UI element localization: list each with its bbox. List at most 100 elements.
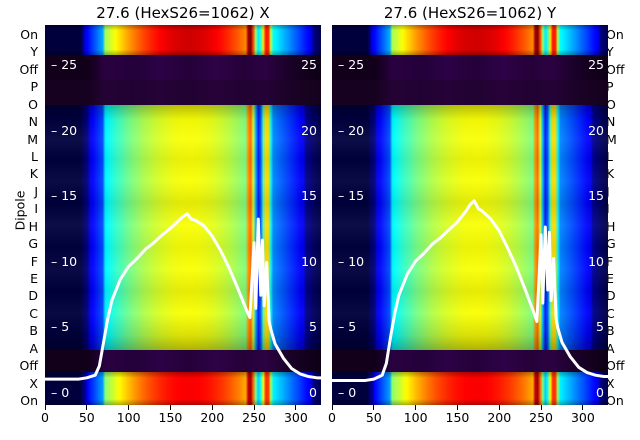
- x-tick-label: 50: [78, 410, 95, 425]
- dipole-label-right-4: O: [606, 96, 616, 112]
- dipole-label-left-17: B: [29, 323, 38, 339]
- heatmap-row-shading: [332, 25, 608, 55]
- x-tick-label: 200: [487, 410, 512, 425]
- dipole-label-left-10: I: [34, 201, 38, 217]
- inner-tick-left: – 25: [51, 57, 78, 73]
- x-tick-label: 300: [283, 410, 308, 425]
- dipole-label-right-18: A: [606, 340, 615, 356]
- x-tick-right-3: 150: [437, 405, 477, 425]
- inner-tick-left: – 20: [51, 122, 78, 138]
- dipole-label-left-3: P: [30, 79, 38, 95]
- x-tick-label: 50: [365, 410, 382, 425]
- inner-tick-right: 10: [301, 253, 317, 269]
- inner-tick-left: – 15: [51, 188, 78, 204]
- dipole-label-right-20: X: [606, 375, 615, 391]
- x-tick-mark: [86, 405, 88, 410]
- inner-tick-left: – 15: [338, 188, 365, 204]
- heatmap-color-ramp: [332, 105, 608, 350]
- x-tick-mark: [295, 405, 297, 410]
- inner-tick-left: – 0: [51, 385, 70, 400]
- dipole-label-right-7: L: [606, 149, 613, 164]
- dipole-label-left-6: M: [27, 131, 38, 147]
- heatmap-panel-left[interactable]: – 25 25 – 20 20 – 15 15 – 10 10 – 5 5 – 0 0: [45, 25, 321, 405]
- dipole-label-right-21: On: [606, 393, 624, 408]
- dipole-label-right-17: B: [606, 323, 615, 339]
- dipole-label-right-2: Off: [606, 61, 625, 77]
- dipole-label-left-7: L: [31, 149, 38, 164]
- inner-tick-left: – 10: [51, 253, 78, 269]
- x-tick-label: 100: [116, 410, 141, 425]
- dipole-label-right-15: D: [606, 288, 616, 304]
- gap-band-shading: [45, 350, 321, 372]
- gap-band-shading: [45, 80, 321, 105]
- inner-tick-left: – 20: [338, 122, 365, 138]
- dipole-label-right-0: On: [606, 27, 624, 42]
- overlay-curve: [332, 199, 608, 382]
- dipole-label-left-13: F: [30, 253, 38, 269]
- inner-tick-right: 15: [588, 188, 604, 204]
- x-axis-right: 0 50 100 150 200 250 300: [328, 405, 608, 440]
- x-tick-left-6: 300: [276, 405, 316, 425]
- x-tick-mark: [44, 405, 46, 410]
- dipole-label-left-12: G: [28, 236, 38, 252]
- x-axis-left: 0 50 100 150 200 250 300: [41, 405, 321, 440]
- x-tick-mark: [128, 405, 130, 410]
- x-tick-mark: [498, 405, 500, 410]
- dipole-label-right-6: M: [606, 131, 617, 147]
- heatmap-color-ramp: [332, 25, 608, 55]
- inner-tick-left: – 5: [51, 319, 70, 335]
- x-tick-label: 250: [529, 410, 553, 425]
- x-tick-left-1: 50: [67, 405, 107, 425]
- heatmap-panel-right[interactable]: – 25 25 – 20 20 – 15 15 – 10 10 – 5 5 – 0 0: [332, 25, 608, 405]
- inner-tick-left: – 0: [338, 385, 357, 400]
- x-tick-left-3: 150: [150, 405, 190, 425]
- overlay-curve-path: [332, 199, 608, 382]
- dipole-label-left-9: J: [34, 183, 38, 199]
- inner-tick-left: – 5: [338, 319, 357, 335]
- dipole-label-right-8: K: [606, 166, 615, 182]
- dipole-label-left-19: Off: [19, 358, 38, 374]
- inner-tick-right: 0: [596, 385, 604, 400]
- inner-tick-right: 25: [301, 57, 317, 73]
- dipole-label-right-19: Off: [606, 358, 625, 374]
- gap-band-shading: [332, 80, 608, 105]
- inner-tick-left: – 25: [338, 57, 365, 73]
- heatmap-band-main: [332, 105, 608, 350]
- dipole-label-left-1: Y: [30, 44, 38, 60]
- heatmap-row-shading: [45, 25, 321, 55]
- x-tick-label: 250: [242, 410, 266, 425]
- heatmap-band-top: [332, 25, 608, 55]
- heatmap-gap-band: [45, 80, 321, 105]
- x-tick-right-5: 250: [521, 405, 561, 425]
- panel-title-right: 27.6 (HexS26=1062) Y: [383, 4, 557, 22]
- gap-band-shading: [332, 55, 608, 80]
- overlay-curve-path: [45, 212, 321, 381]
- x-tick-mark: [253, 405, 255, 410]
- heatmap-gap-band: [45, 350, 321, 372]
- x-tick-mark: [582, 405, 584, 410]
- x-tick-left-2: 100: [109, 405, 149, 425]
- dipole-label-right-1: Y: [606, 44, 614, 60]
- heatmap-band-top: [45, 25, 321, 55]
- x-tick-mark: [169, 405, 171, 410]
- inner-tick-right: 20: [301, 122, 317, 138]
- heatmap-gap-band: [332, 350, 608, 372]
- x-tick-label: 300: [570, 410, 595, 425]
- x-tick-mark: [373, 405, 375, 410]
- inner-tick-right: 15: [301, 188, 317, 204]
- dipole-label-right-13: F: [606, 253, 614, 269]
- heatmap-row-shading: [45, 105, 321, 350]
- x-tick-right-0: 0: [312, 405, 352, 425]
- dipole-label-left-20: X: [29, 375, 38, 391]
- dipole-label-right-12: G: [606, 236, 616, 252]
- inner-tick-right: 5: [309, 319, 317, 335]
- dipole-label-left-2: Off: [19, 61, 38, 77]
- gap-band-shading: [45, 55, 321, 80]
- inner-tick-left: – 10: [338, 253, 365, 269]
- x-tick-right-6: 300: [563, 405, 603, 425]
- dipole-label-left-15: D: [28, 288, 38, 304]
- heatmap-gap-band: [45, 55, 321, 80]
- dipole-label-right-14: E: [606, 271, 614, 286]
- x-tick-left-5: 250: [234, 405, 274, 425]
